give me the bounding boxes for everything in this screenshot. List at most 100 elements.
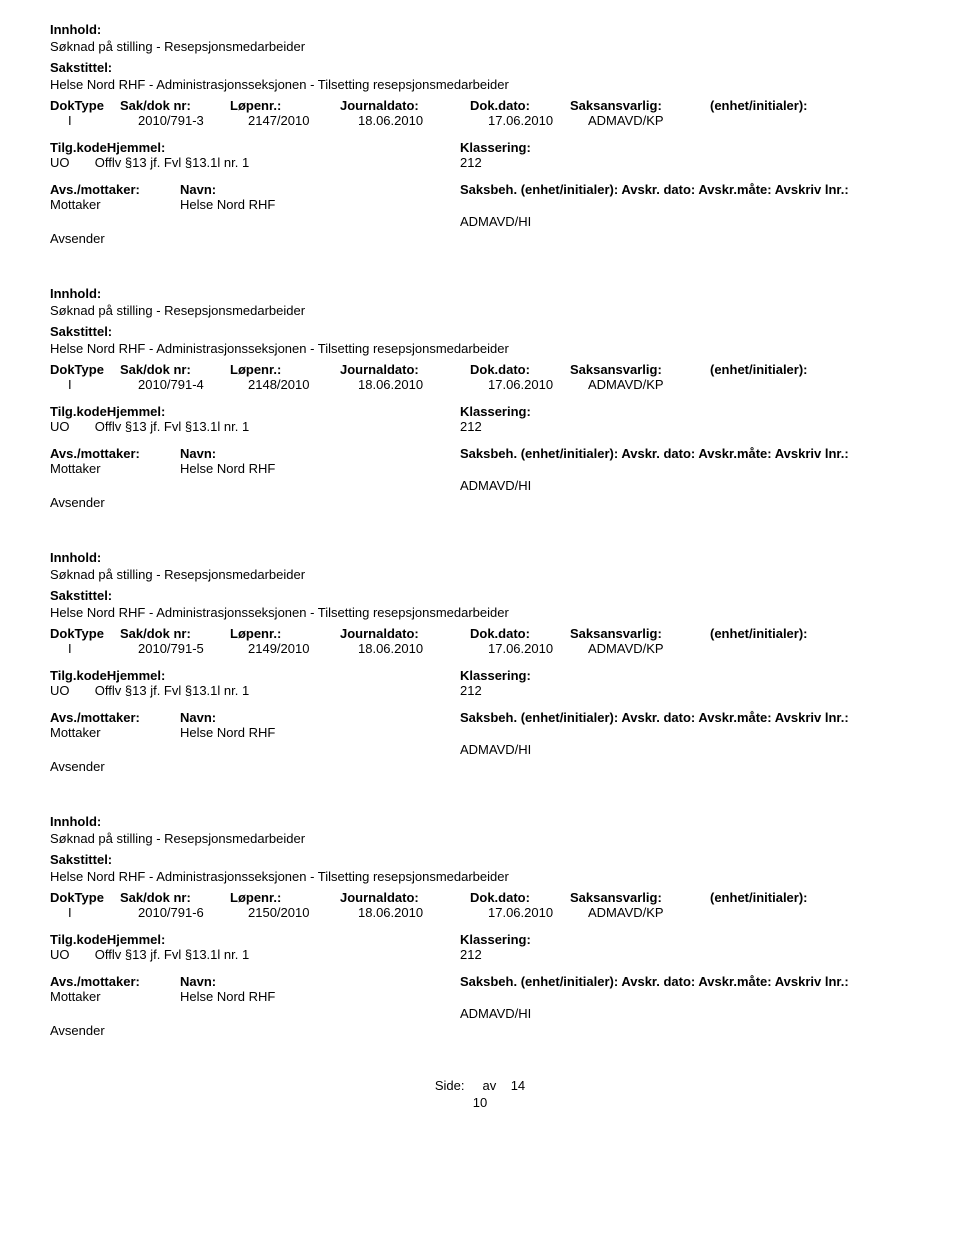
avsender-label: Avsender (50, 231, 910, 246)
mottaker-row: Mottaker Helse Nord RHF (50, 461, 910, 476)
innhold-label: Innhold: (50, 286, 910, 301)
hjemmel-value: Offlv §13 jf. Fvl §13.1l nr. 1 (95, 155, 249, 170)
innhold-text: Søknad på stilling - Resepsjonsmedarbeid… (50, 303, 910, 318)
sakdoknr-value: 2010/791-3 (138, 113, 248, 128)
saksbeh-header: Saksbeh. (enhet/initialer): Avskr. dato:… (460, 182, 910, 197)
journaldato-value: 18.06.2010 (358, 905, 488, 920)
avs-mottaker-header-row: Avs./mottaker: Navn: Saksbeh. (enhet/ini… (50, 182, 910, 197)
tilg-klass-value-row: UO Offlv §13 jf. Fvl §13.1l nr. 1 212 (50, 419, 910, 434)
saksansvarlig-header: Saksansvarlig: (570, 362, 710, 377)
lopenr-value: 2150/2010 (248, 905, 358, 920)
innhold-text: Søknad på stilling - Resepsjonsmedarbeid… (50, 831, 910, 846)
avsender-label: Avsender (50, 495, 910, 510)
innhold-text: Søknad på stilling - Resepsjonsmedarbeid… (50, 567, 910, 582)
dokdato-header: Dok.dato: (470, 362, 570, 377)
tilg-klass-header-row: Tilg.kodeHjemmel: Klassering: (50, 668, 910, 683)
avs-mottaker-header: Avs./mottaker: (50, 182, 180, 197)
doktype-header: DokType (50, 362, 120, 377)
avs-mottaker-header: Avs./mottaker: (50, 974, 180, 989)
tilgkode-hjemmel-value: UO Offlv §13 jf. Fvl §13.1l nr. 1 (50, 947, 460, 962)
lopenr-value: 2147/2010 (248, 113, 358, 128)
sakdoknr-header: Sak/dok nr: (120, 98, 230, 113)
saksansvarlig-value: ADMAVD/KP (588, 641, 728, 656)
avs-mottaker-header: Avs./mottaker: (50, 446, 180, 461)
avsender-label: Avsender (50, 1023, 910, 1038)
saksansvarlig-header: Saksansvarlig: (570, 890, 710, 905)
hjemmel-value: Offlv §13 jf. Fvl §13.1l nr. 1 (95, 947, 249, 962)
sakstittel-text: Helse Nord RHF - Administrasjonsseksjone… (50, 605, 910, 620)
journaldato-header: Journaldato: (340, 362, 470, 377)
tilgkode-hjemmel-header: Tilg.kodeHjemmel: (50, 668, 460, 683)
dokdato-header: Dok.dato: (470, 890, 570, 905)
sakstittel-label: Sakstittel: (50, 588, 910, 603)
lopenr-value: 2148/2010 (248, 377, 358, 392)
journaldato-header: Journaldato: (340, 626, 470, 641)
tilgkode-hjemmel-value: UO Offlv §13 jf. Fvl §13.1l nr. 1 (50, 419, 460, 434)
lopenr-value: 2149/2010 (248, 641, 358, 656)
tilgkode-hjemmel-value: UO Offlv §13 jf. Fvl §13.1l nr. 1 (50, 155, 460, 170)
sakdoknr-value: 2010/791-4 (138, 377, 248, 392)
enhet-value (728, 377, 910, 392)
tilgkode-hjemmel-header: Tilg.kodeHjemmel: (50, 140, 460, 155)
dokdato-header: Dok.dato: (470, 98, 570, 113)
mottaker-row: Mottaker Helse Nord RHF (50, 197, 910, 212)
sakstittel-text: Helse Nord RHF - Administrasjonsseksjone… (50, 869, 910, 884)
journal-record: Innhold: Søknad på stilling - Resepsjons… (50, 22, 910, 246)
footer-av-label: av (483, 1078, 497, 1093)
doktype-header: DokType (50, 890, 120, 905)
doktype-value-row: I 2010/791-6 2150/2010 18.06.2010 17.06.… (50, 905, 910, 920)
sakstittel-text: Helse Nord RHF - Administrasjonsseksjone… (50, 77, 910, 92)
enhet-header: (enhet/initialer): (710, 890, 910, 905)
page-footer: Side: av 14 10 (50, 1078, 910, 1110)
dokdato-value: 17.06.2010 (488, 113, 588, 128)
doktype-header: DokType (50, 626, 120, 641)
lopenr-header: Løpenr.: (230, 98, 340, 113)
sakdoknr-header: Sak/dok nr: (120, 362, 230, 377)
navn-header: Navn: (180, 446, 460, 461)
mottaker-label: Mottaker (50, 197, 180, 212)
avsender-label: Avsender (50, 759, 910, 774)
klassering-value: 212 (460, 155, 910, 170)
tilgkode-value: UO (50, 947, 70, 962)
journaldato-value: 18.06.2010 (358, 113, 488, 128)
footer-side-label: Side: (435, 1078, 465, 1093)
dokdato-value: 17.06.2010 (488, 377, 588, 392)
avs-mottaker-header: Avs./mottaker: (50, 710, 180, 725)
doktype-value-row: I 2010/791-3 2147/2010 18.06.2010 17.06.… (50, 113, 910, 128)
klassering-value: 212 (460, 947, 910, 962)
saksbeh-value: ADMAVD/HI (50, 478, 910, 493)
saksbeh-header: Saksbeh. (enhet/initialer): Avskr. dato:… (460, 710, 910, 725)
sakstittel-label: Sakstittel: (50, 60, 910, 75)
enhet-header: (enhet/initialer): (710, 98, 910, 113)
enhet-header: (enhet/initialer): (710, 362, 910, 377)
innhold-text: Søknad på stilling - Resepsjonsmedarbeid… (50, 39, 910, 54)
hjemmel-value: Offlv §13 jf. Fvl §13.1l nr. 1 (95, 683, 249, 698)
doktype-value-row: I 2010/791-5 2149/2010 18.06.2010 17.06.… (50, 641, 910, 656)
saksansvarlig-value: ADMAVD/KP (588, 377, 728, 392)
journaldato-header: Journaldato: (340, 890, 470, 905)
saksansvarlig-value: ADMAVD/KP (588, 113, 728, 128)
lopenr-header: Løpenr.: (230, 362, 340, 377)
saksbeh-value: ADMAVD/HI (50, 1006, 910, 1021)
sakdoknr-value: 2010/791-5 (138, 641, 248, 656)
mottaker-navn: Helse Nord RHF (180, 197, 910, 212)
mottaker-navn: Helse Nord RHF (180, 461, 910, 476)
saksbeh-value: ADMAVD/HI (50, 742, 910, 757)
innhold-label: Innhold: (50, 814, 910, 829)
mottaker-label: Mottaker (50, 989, 180, 1004)
klassering-value: 212 (460, 683, 910, 698)
tilg-klass-value-row: UO Offlv §13 jf. Fvl §13.1l nr. 1 212 (50, 947, 910, 962)
navn-header: Navn: (180, 182, 460, 197)
saksansvarlig-header: Saksansvarlig: (570, 626, 710, 641)
journaldato-value: 18.06.2010 (358, 641, 488, 656)
saksbeh-header: Saksbeh. (enhet/initialer): Avskr. dato:… (460, 446, 910, 461)
navn-header: Navn: (180, 710, 460, 725)
journaldato-header: Journaldato: (340, 98, 470, 113)
doktype-header-row: DokType Sak/dok nr: Løpenr.: Journaldato… (50, 890, 910, 905)
mottaker-label: Mottaker (50, 461, 180, 476)
klassering-header: Klassering: (460, 668, 910, 683)
enhet-value (728, 641, 910, 656)
sakdoknr-header: Sak/dok nr: (120, 890, 230, 905)
doktype-header-row: DokType Sak/dok nr: Løpenr.: Journaldato… (50, 626, 910, 641)
doktype-value: I (50, 641, 138, 656)
